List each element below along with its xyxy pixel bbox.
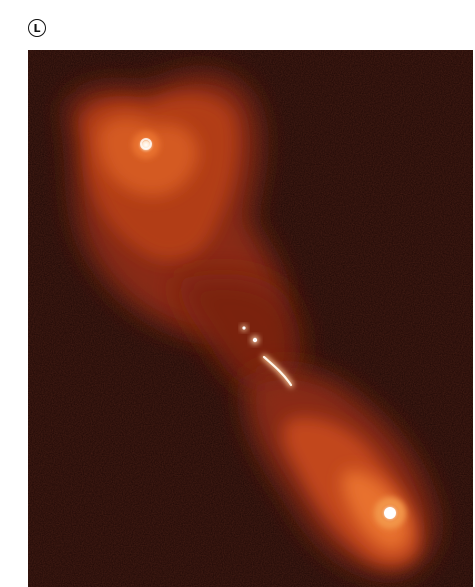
lower-hotspot [374, 497, 406, 529]
panel-label: L [28, 19, 46, 37]
upper-hotspot [132, 131, 160, 159]
jet [241, 325, 294, 388]
radio-galaxy-image [28, 50, 473, 587]
